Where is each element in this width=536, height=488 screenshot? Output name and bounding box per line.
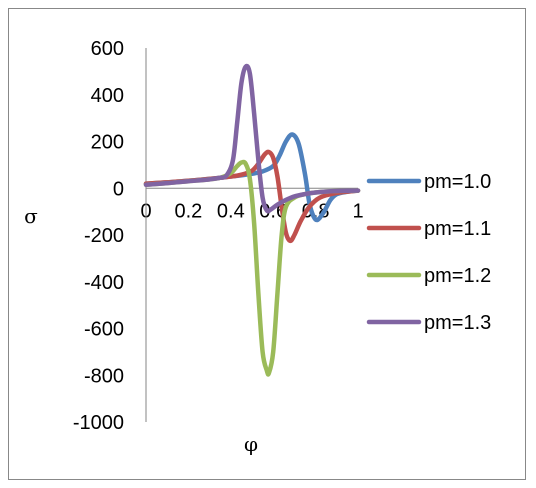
y-tick-label: 0 [113,178,124,200]
x-tick-label: 0.2 [174,200,202,222]
series-line-4 [143,63,361,214]
legend-label-2: pm=1.1 [424,218,491,240]
legend-label-3: pm=1.2 [424,265,491,287]
y-tick-label: -800 [84,365,124,387]
y-tick-label: -400 [84,272,124,294]
x-axis-label: φ [244,432,258,456]
y-tick-label: -600 [84,319,124,341]
legend: pm=1.0 pm=1.1 pm=1.2 pm=1.3 [366,171,491,334]
y-tick-label: -200 [84,225,124,247]
x-tick-label: 1 [352,200,363,222]
y-tick-label: 200 [91,132,124,154]
legend-label-4: pm=1.3 [424,312,491,334]
x-tick-label: 0.4 [217,200,245,222]
legend-label-1: pm=1.0 [424,171,491,193]
y-tick-label: 600 [91,38,124,60]
line-chart: 0 0.2 0.4 0.6 0.8 1 6004002000-200-400-600-80… [24,38,491,456]
y-tick-label: -1000 [73,412,124,434]
y-axis-label: σ [24,204,38,228]
plot-series [143,63,361,377]
chart-frame: 0 0.2 0.4 0.6 0.8 1 600 400 200 0 -200 -400 -600 -80… [8,8,526,480]
y-axis: 600 400 200 0 -200 -400 -600 -800 -1000 [73,38,147,434]
y-tick-label: 400 [91,85,124,107]
